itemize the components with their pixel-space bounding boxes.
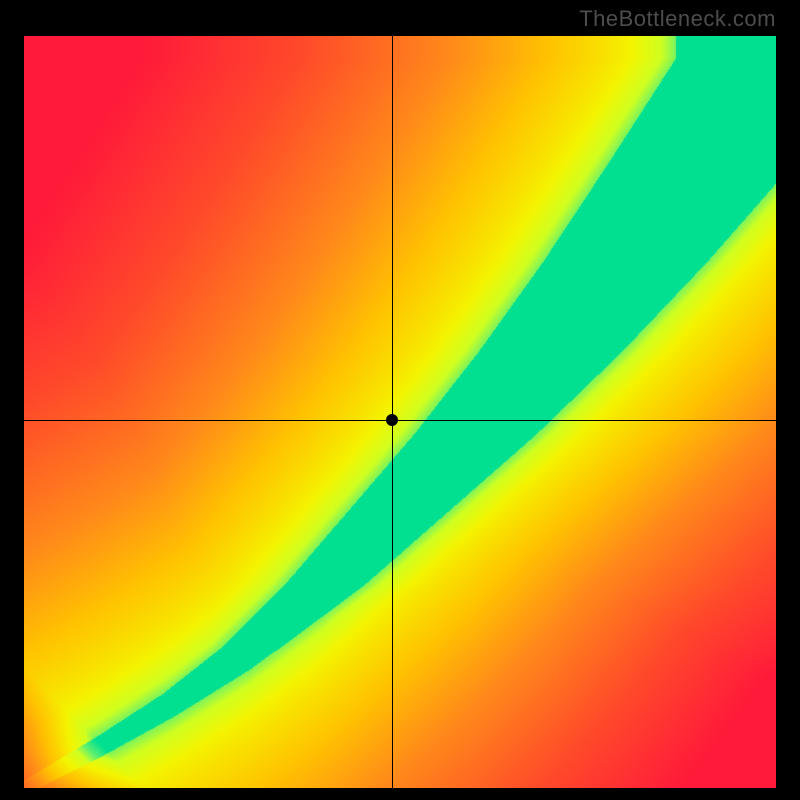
crosshair-horizontal	[24, 420, 776, 421]
watermark-text: TheBottleneck.com	[579, 6, 776, 32]
crosshair-vertical	[392, 36, 393, 788]
plot-area	[24, 36, 776, 788]
data-point-marker	[386, 414, 398, 426]
heatmap-canvas	[24, 36, 776, 788]
